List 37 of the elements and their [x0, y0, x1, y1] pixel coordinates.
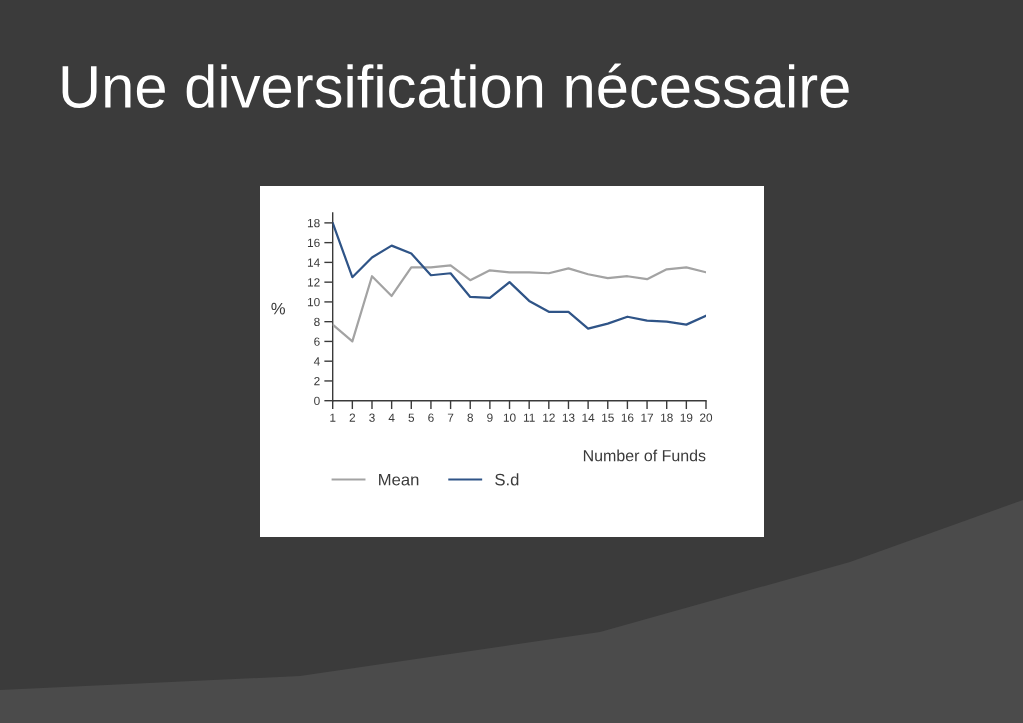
y-tick-label: 0 — [314, 396, 320, 406]
y-tick-label: 18 — [307, 218, 320, 228]
chart-title: Une diversification nécessaire — [62, 63, 849, 109]
x-tick-label: 9 — [487, 413, 493, 422]
x-tick-label: 8 — [467, 413, 473, 422]
x-tick-label: 3 — [369, 413, 375, 422]
x-tick-label: 1 — [330, 413, 336, 422]
x-tick-label: 10 — [503, 413, 516, 422]
y-axis-title: % — [271, 302, 286, 315]
legend-label: Mean — [379, 473, 419, 486]
y-tick-label: 12 — [307, 278, 320, 287]
line-series — [332, 221, 706, 330]
x-tick-label: 6 — [428, 413, 434, 422]
x-tick-label: 13 — [562, 413, 575, 422]
y-tick-label: 10 — [307, 297, 320, 307]
y-tick-label: 8 — [314, 317, 320, 327]
x-tick-label: 14 — [582, 413, 595, 422]
x-tick-label: 7 — [447, 413, 454, 422]
x-tick-label: 11 — [523, 413, 535, 422]
x-tick-label: 17 — [641, 413, 654, 422]
x-axis-title: Number of Funds — [583, 449, 706, 462]
x-tick-label: 5 — [408, 413, 415, 422]
y-tick-label: 6 — [314, 337, 320, 346]
x-tick-label: 4 — [388, 413, 395, 422]
x-tick-label: 12 — [543, 413, 555, 422]
x-tick-label: 20 — [700, 413, 713, 422]
x-tick-label: 16 — [621, 413, 634, 422]
x-tick-label: 15 — [602, 413, 614, 422]
y-tick-label: 16 — [307, 238, 320, 248]
x-tick-label: 18 — [661, 413, 673, 422]
y-tick-label: 14 — [307, 258, 320, 267]
x-tick-label: 2 — [349, 413, 356, 422]
line-series — [332, 264, 706, 343]
y-tick-label: 2 — [314, 376, 320, 386]
x-tick-label: 19 — [680, 413, 693, 422]
legend-label: S.d — [495, 473, 519, 486]
y-tick-label: 4 — [313, 357, 320, 366]
